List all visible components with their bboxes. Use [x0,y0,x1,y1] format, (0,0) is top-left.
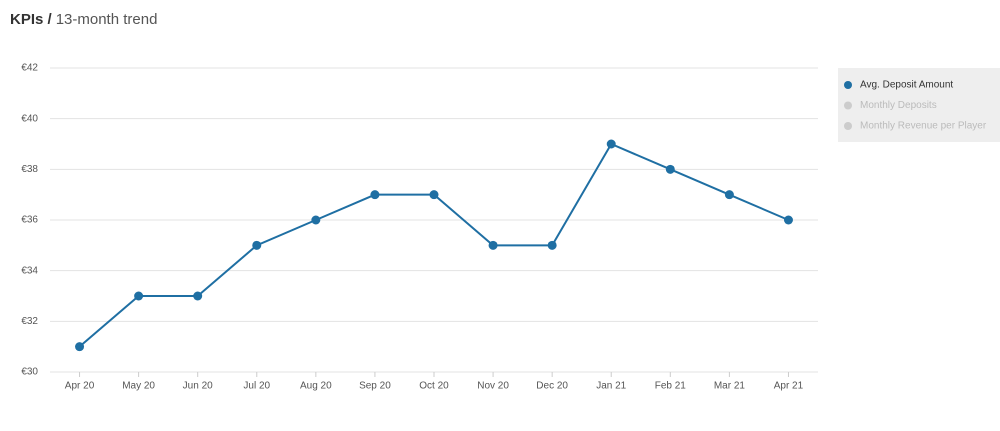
y-tick-label: €38 [21,164,38,175]
point [724,190,734,200]
point [134,291,144,301]
legend-marker[interactable] [844,101,852,110]
point [783,215,793,225]
y-tick-label: €30 [21,367,38,378]
point [547,240,557,250]
legend-label[interactable]: Monthly Revenue per Player [860,121,987,132]
legend-marker[interactable] [844,81,852,89]
x-tick-label: Jul 20 [243,381,270,392]
legend-marker[interactable] [844,122,852,130]
chart-title: KPIs / [10,11,53,28]
x-tick-label: Aug 20 [300,381,332,392]
x-tick-label: Nov 20 [477,381,509,392]
y-tick-label: €34 [21,265,38,276]
legend-label[interactable]: Monthly Deposits [860,100,937,111]
point [75,342,85,352]
point [193,291,203,301]
line [78,142,789,348]
y-tick-label: €40 [21,113,38,124]
point [606,139,616,149]
chart-subtitle: 13-month trend [56,11,158,28]
x-tick-label: Apr 21 [774,381,804,392]
point [252,240,262,250]
point [429,190,439,200]
legend-box [838,68,1000,142]
y-tick-label: €42 [21,63,38,74]
x-tick-label: Feb 21 [655,381,687,392]
point [488,240,498,250]
x-tick-label: Sep 20 [359,381,391,392]
legend-label[interactable]: Avg. Deposit Amount [860,80,953,91]
x-tick-label: Jun 20 [183,381,213,392]
point [311,215,321,225]
y-tick-label: €36 [21,215,38,226]
x-tick-label: Jan 21 [596,381,626,392]
point [370,190,380,200]
point [665,164,675,174]
x-tick-label: May 20 [122,381,155,392]
x-tick-label: Apr 20 [65,381,95,392]
x-tick-label: Oct 20 [419,381,449,392]
y-tick-label: €32 [21,316,38,327]
x-tick-label: Dec 20 [536,381,568,392]
x-tick-label: Mar 21 [714,381,746,392]
